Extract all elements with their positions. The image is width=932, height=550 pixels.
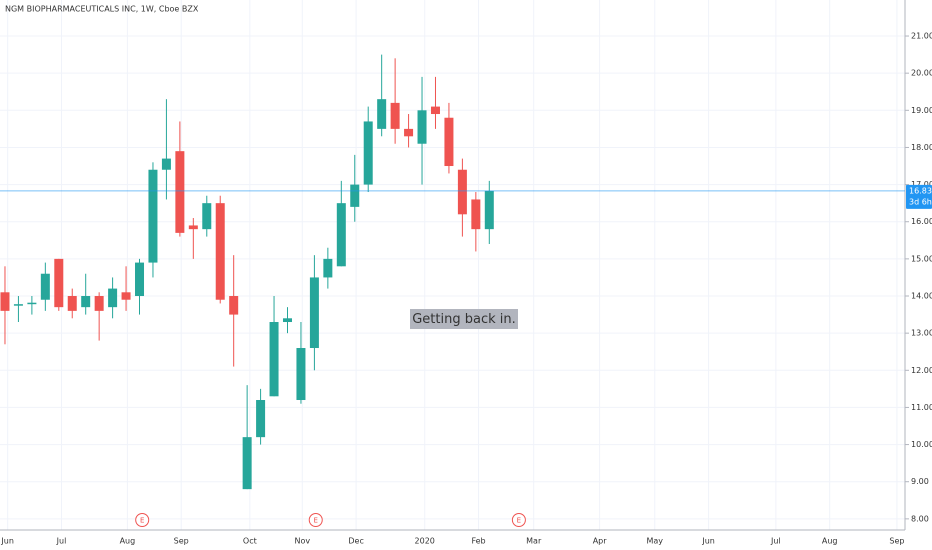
candle-body [350, 184, 360, 207]
candle-body [309, 277, 319, 349]
y-tick-label: 12.00 [911, 366, 932, 375]
candle-body [282, 318, 292, 323]
candle-body [229, 296, 239, 315]
y-tick-label: 16.00 [911, 217, 932, 226]
y-tick-label: 17.00 [911, 180, 932, 189]
grid [0, 0, 905, 530]
candle-body [54, 258, 64, 308]
x-tick-label: Mar [526, 537, 542, 546]
last-price-label: 16.83 [909, 186, 932, 195]
annotation: Getting back in. [412, 312, 516, 327]
x-tick-label: Sep [174, 537, 189, 546]
y-tick-label: 8.00 [911, 514, 929, 523]
candle-body [363, 121, 373, 185]
annotation-box [410, 309, 518, 329]
candle-body [336, 203, 346, 267]
earnings-label: E [140, 517, 144, 525]
candle-body [404, 128, 414, 137]
x-tick-label: Jun [0, 537, 14, 546]
y-tick-label: 20.00 [911, 69, 932, 78]
earnings-label: E [314, 517, 318, 525]
y-tick-label: 15.00 [911, 254, 932, 263]
marks [0, 54, 494, 490]
candle-body [40, 273, 50, 300]
x-tick-label: Jul [56, 537, 67, 546]
candle-body [202, 203, 212, 230]
candle-body [13, 304, 23, 306]
chart-title: NGM BIOPHARMACEUTICALS INC, 1W, Cboe BZX [5, 5, 199, 14]
candle-body [269, 322, 279, 397]
candle-body [67, 296, 77, 311]
x-tick-label: Aug [120, 537, 136, 546]
x-tick-label: May [646, 537, 663, 546]
candle-body [430, 106, 440, 115]
candle-body [215, 203, 225, 300]
candle-body [296, 348, 306, 401]
y-tick-label: 18.00 [911, 143, 932, 152]
candle-body [27, 302, 37, 305]
candle-body [175, 151, 185, 233]
y-tick-label: 14.00 [911, 292, 932, 301]
candle-body [323, 258, 333, 278]
candle-body [108, 288, 118, 308]
earnings-marker [135, 513, 150, 527]
candle-body [188, 225, 198, 230]
x-tick-label: Apr [593, 537, 608, 546]
x-tick-label: Feb [471, 537, 485, 546]
y-tick-label: 10.00 [911, 440, 932, 449]
candle-body [256, 400, 266, 438]
candle-body [471, 199, 481, 230]
y-tick-label: 19.00 [911, 106, 932, 115]
earnings-marker [308, 513, 323, 527]
candle-body [444, 117, 454, 167]
x-tick-label: Nov [294, 537, 310, 546]
candle-body [148, 169, 158, 263]
candle-body [94, 296, 104, 311]
candle-body [417, 110, 427, 144]
candle-body [457, 169, 467, 215]
candle-body [377, 99, 387, 129]
y-tick-label: 11.00 [911, 403, 932, 412]
x-tick-label: Jun [701, 537, 715, 546]
x-tick-label: Dec [348, 537, 363, 546]
candle-body [121, 292, 131, 300]
candle-body [135, 262, 145, 297]
countdown-label: 3d 6h [909, 197, 932, 206]
x-tick-label: Aug [822, 537, 838, 546]
candle-body [0, 292, 10, 311]
candle-body [484, 190, 494, 230]
x-tick-label: 2020 [415, 537, 435, 546]
candle-body [242, 437, 252, 490]
candle-body [161, 158, 171, 170]
candle-body [81, 296, 91, 308]
y-tick-label: 9.00 [911, 477, 929, 486]
x-tick-label: Oct [243, 537, 257, 546]
earnings-label: E [517, 517, 521, 525]
x-tick-label: Jul [770, 537, 781, 546]
x-tick-label: Sep [889, 537, 904, 546]
earnings-marker [511, 513, 526, 527]
candle-body [390, 102, 400, 129]
y-tick-label: 13.00 [911, 329, 932, 338]
y-tick-label: 21.00 [911, 32, 932, 41]
last-price-box [906, 184, 932, 209]
